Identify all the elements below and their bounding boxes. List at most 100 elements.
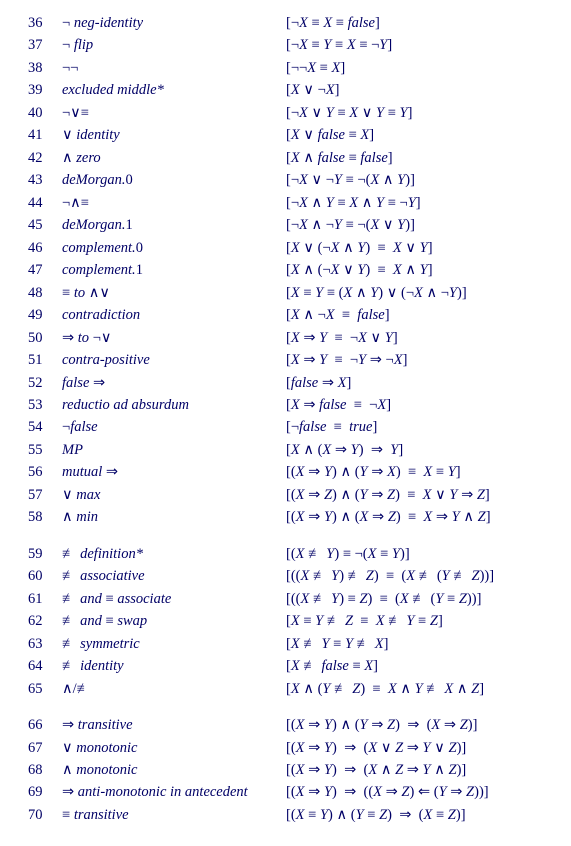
law-formula: [X ⇒ Y ≡ ¬Y ⇒ ¬X] (286, 349, 543, 371)
law-number: 47 (28, 259, 62, 281)
law-formula: [(X ≢ Y) ≡ ¬(X ≡ Y)] (286, 543, 543, 565)
law-name: ≡ transitive (62, 804, 286, 826)
law-row: 38¬¬[¬¬X ≡ X] (28, 57, 543, 79)
law-name: ¬∧≡ (62, 192, 286, 214)
law-name: ≡ to ∧∨ (62, 282, 286, 304)
law-name: mutual ⇒ (62, 461, 286, 483)
law-formula: [¬false ≡ true] (286, 416, 543, 438)
law-row: 66⇒ transitive[(X ⇒ Y) ∧ (Y ⇒ Z) ⇒ (X ⇒ … (28, 714, 543, 736)
law-number: 37 (28, 34, 62, 56)
law-row: 50⇒ to ¬∨[X ⇒ Y ≡ ¬X ∨ Y] (28, 327, 543, 349)
law-formula: [X ∧ (X ⇒ Y) ⇒ Y] (286, 439, 543, 461)
law-formula: [X ⇒ Y ≡ ¬X ∨ Y] (286, 327, 543, 349)
law-name: excluded middle* (62, 79, 286, 101)
law-name: ∨ max (62, 484, 286, 506)
law-row: 70≡ transitive[(X ≡ Y) ∧ (Y ≡ Z) ⇒ (X ≡ … (28, 804, 543, 826)
law-name: ∧/≢ (62, 678, 286, 700)
law-number: 64 (28, 655, 62, 677)
law-name: ¬ flip (62, 34, 286, 56)
law-formula: [¬X ∨ Y ≡ X ∨ Y ≡ Y] (286, 102, 543, 124)
law-formula: [¬X ≡ Y ≡ X ≡ ¬Y] (286, 34, 543, 56)
law-row: 45deMorgan.1[¬X ∧ ¬Y ≡ ¬(X ∨ Y)] (28, 214, 543, 236)
law-row: 56mutual ⇒[(X ⇒ Y) ∧ (Y ⇒ X) ≡ X ≡ Y] (28, 461, 543, 483)
law-number: 43 (28, 169, 62, 191)
law-row: 64≢ identity[X ≢ false ≡ X] (28, 655, 543, 677)
law-name: ∧ min (62, 506, 286, 528)
law-formula: [¬X ∨ ¬Y ≡ ¬(X ∧ Y)] (286, 169, 543, 191)
law-formula: [X ⇒ false ≡ ¬X] (286, 394, 543, 416)
law-number: 59 (28, 543, 62, 565)
law-row: 51contra-positive[X ⇒ Y ≡ ¬Y ⇒ ¬X] (28, 349, 543, 371)
law-row: 63≢ symmetric[X ≢ Y ≡ Y ≢ X] (28, 633, 543, 655)
law-name: ¬ neg-identity (62, 12, 286, 34)
law-formula: [((X ≢ Y) ≢ Z) ≡ (X ≢ (Y ≢ Z))] (286, 565, 543, 587)
law-formula: [(X ⇒ Y) ∧ (Y ⇒ X) ≡ X ≡ Y] (286, 461, 543, 483)
law-name: complement.1 (62, 259, 286, 281)
law-formula: [(X ⇒ Y) ∧ (Y ⇒ Z) ⇒ (X ⇒ Z)] (286, 714, 543, 736)
law-row: 41∨ identity[X ∨ false ≡ X] (28, 124, 543, 146)
law-number: 54 (28, 416, 62, 438)
law-name: ≢ and ≡ swap (62, 610, 286, 632)
law-row: 43deMorgan.0[¬X ∨ ¬Y ≡ ¬(X ∧ Y)] (28, 169, 543, 191)
law-formula: [(X ⇒ Y) ⇒ ((X ⇒ Z) ⇐ (Y ⇒ Z))] (286, 781, 543, 803)
law-row: 67∨ monotonic[(X ⇒ Y) ⇒ (X ∨ Z ⇒ Y ∨ Z)] (28, 737, 543, 759)
law-formula: [¬X ≡ X ≡ false] (286, 12, 543, 34)
law-name: ¬false (62, 416, 286, 438)
law-formula: [X ≡ Y ≢ Z ≡ X ≢ Y ≡ Z] (286, 610, 543, 632)
law-number: 62 (28, 610, 62, 632)
law-name: contradiction (62, 304, 286, 326)
law-number: 66 (28, 714, 62, 736)
law-formula: [X ≢ Y ≡ Y ≢ X] (286, 633, 543, 655)
law-number: 52 (28, 372, 62, 394)
law-formula: [X ∧ (¬X ∨ Y) ≡ X ∧ Y] (286, 259, 543, 281)
law-formula: [X ∨ (¬X ∧ Y) ≡ X ∨ Y] (286, 237, 543, 259)
law-number: 68 (28, 759, 62, 781)
law-name: complement.0 (62, 237, 286, 259)
law-row: 47complement.1[X ∧ (¬X ∨ Y) ≡ X ∧ Y] (28, 259, 543, 281)
law-name: ≢ symmetric (62, 633, 286, 655)
law-row: 48≡ to ∧∨[X ≡ Y ≡ (X ∧ Y) ∨ (¬X ∧ ¬Y)] (28, 282, 543, 304)
law-number: 51 (28, 349, 62, 371)
law-number: 55 (28, 439, 62, 461)
law-formula: [¬X ∧ Y ≡ X ∧ Y ≡ ¬Y] (286, 192, 543, 214)
law-number: 44 (28, 192, 62, 214)
law-formula: [X ∧ ¬X ≡ false] (286, 304, 543, 326)
law-row: 37¬ flip[¬X ≡ Y ≡ X ≡ ¬Y] (28, 34, 543, 56)
law-number: 67 (28, 737, 62, 759)
law-formula: [false ⇒ X] (286, 372, 543, 394)
law-row: 62≢ and ≡ swap[X ≡ Y ≢ Z ≡ X ≢ Y ≡ Z] (28, 610, 543, 632)
law-number: 69 (28, 781, 62, 803)
law-name: deMorgan.1 (62, 214, 286, 236)
law-formula: [X ∨ ¬X] (286, 79, 543, 101)
law-number: 50 (28, 327, 62, 349)
group-gap (28, 700, 543, 714)
law-row: 68∧ monotonic[(X ⇒ Y) ⇒ (X ∧ Z ⇒ Y ∧ Z)] (28, 759, 543, 781)
law-row: 55MP[X ∧ (X ⇒ Y) ⇒ Y] (28, 439, 543, 461)
law-name: ≢ associative (62, 565, 286, 587)
law-row: 46complement.0[X ∨ (¬X ∧ Y) ≡ X ∨ Y] (28, 237, 543, 259)
law-formula: [X ∧ (Y ≢ Z) ≡ X ∧ Y ≢ X ∧ Z] (286, 678, 543, 700)
law-name: ≢ and ≡ associate (62, 588, 286, 610)
law-row: 53reductio ad absurdum[X ⇒ false ≡ ¬X] (28, 394, 543, 416)
law-name: ∧ monotonic (62, 759, 286, 781)
law-list: 36¬ neg-identity[¬X ≡ X ≡ false]37¬ flip… (0, 0, 571, 846)
law-row: 65∧/≢[X ∧ (Y ≢ Z) ≡ X ∧ Y ≢ X ∧ Z] (28, 678, 543, 700)
law-row: 58∧ min[(X ⇒ Y) ∧ (X ⇒ Z) ≡ X ⇒ Y ∧ Z] (28, 506, 543, 528)
law-number: 60 (28, 565, 62, 587)
law-row: 69⇒ anti-monotonic in antecedent[(X ⇒ Y)… (28, 781, 543, 803)
law-row: 49contradiction[X ∧ ¬X ≡ false] (28, 304, 543, 326)
law-name: ⇒ anti-monotonic in antecedent (62, 781, 286, 803)
law-name: ≢ identity (62, 655, 286, 677)
law-number: 70 (28, 804, 62, 826)
law-row: 60≢ associative[((X ≢ Y) ≢ Z) ≡ (X ≢ (Y … (28, 565, 543, 587)
law-name: ∧ zero (62, 147, 286, 169)
group-gap (28, 529, 543, 543)
law-number: 48 (28, 282, 62, 304)
law-number: 38 (28, 57, 62, 79)
law-formula: [X ≢ false ≡ X] (286, 655, 543, 677)
law-formula: [X ≡ Y ≡ (X ∧ Y) ∨ (¬X ∧ ¬Y)] (286, 282, 543, 304)
law-number: 41 (28, 124, 62, 146)
law-name: ¬∨≡ (62, 102, 286, 124)
law-name: ⇒ transitive (62, 714, 286, 736)
law-formula: [X ∧ false ≡ false] (286, 147, 543, 169)
